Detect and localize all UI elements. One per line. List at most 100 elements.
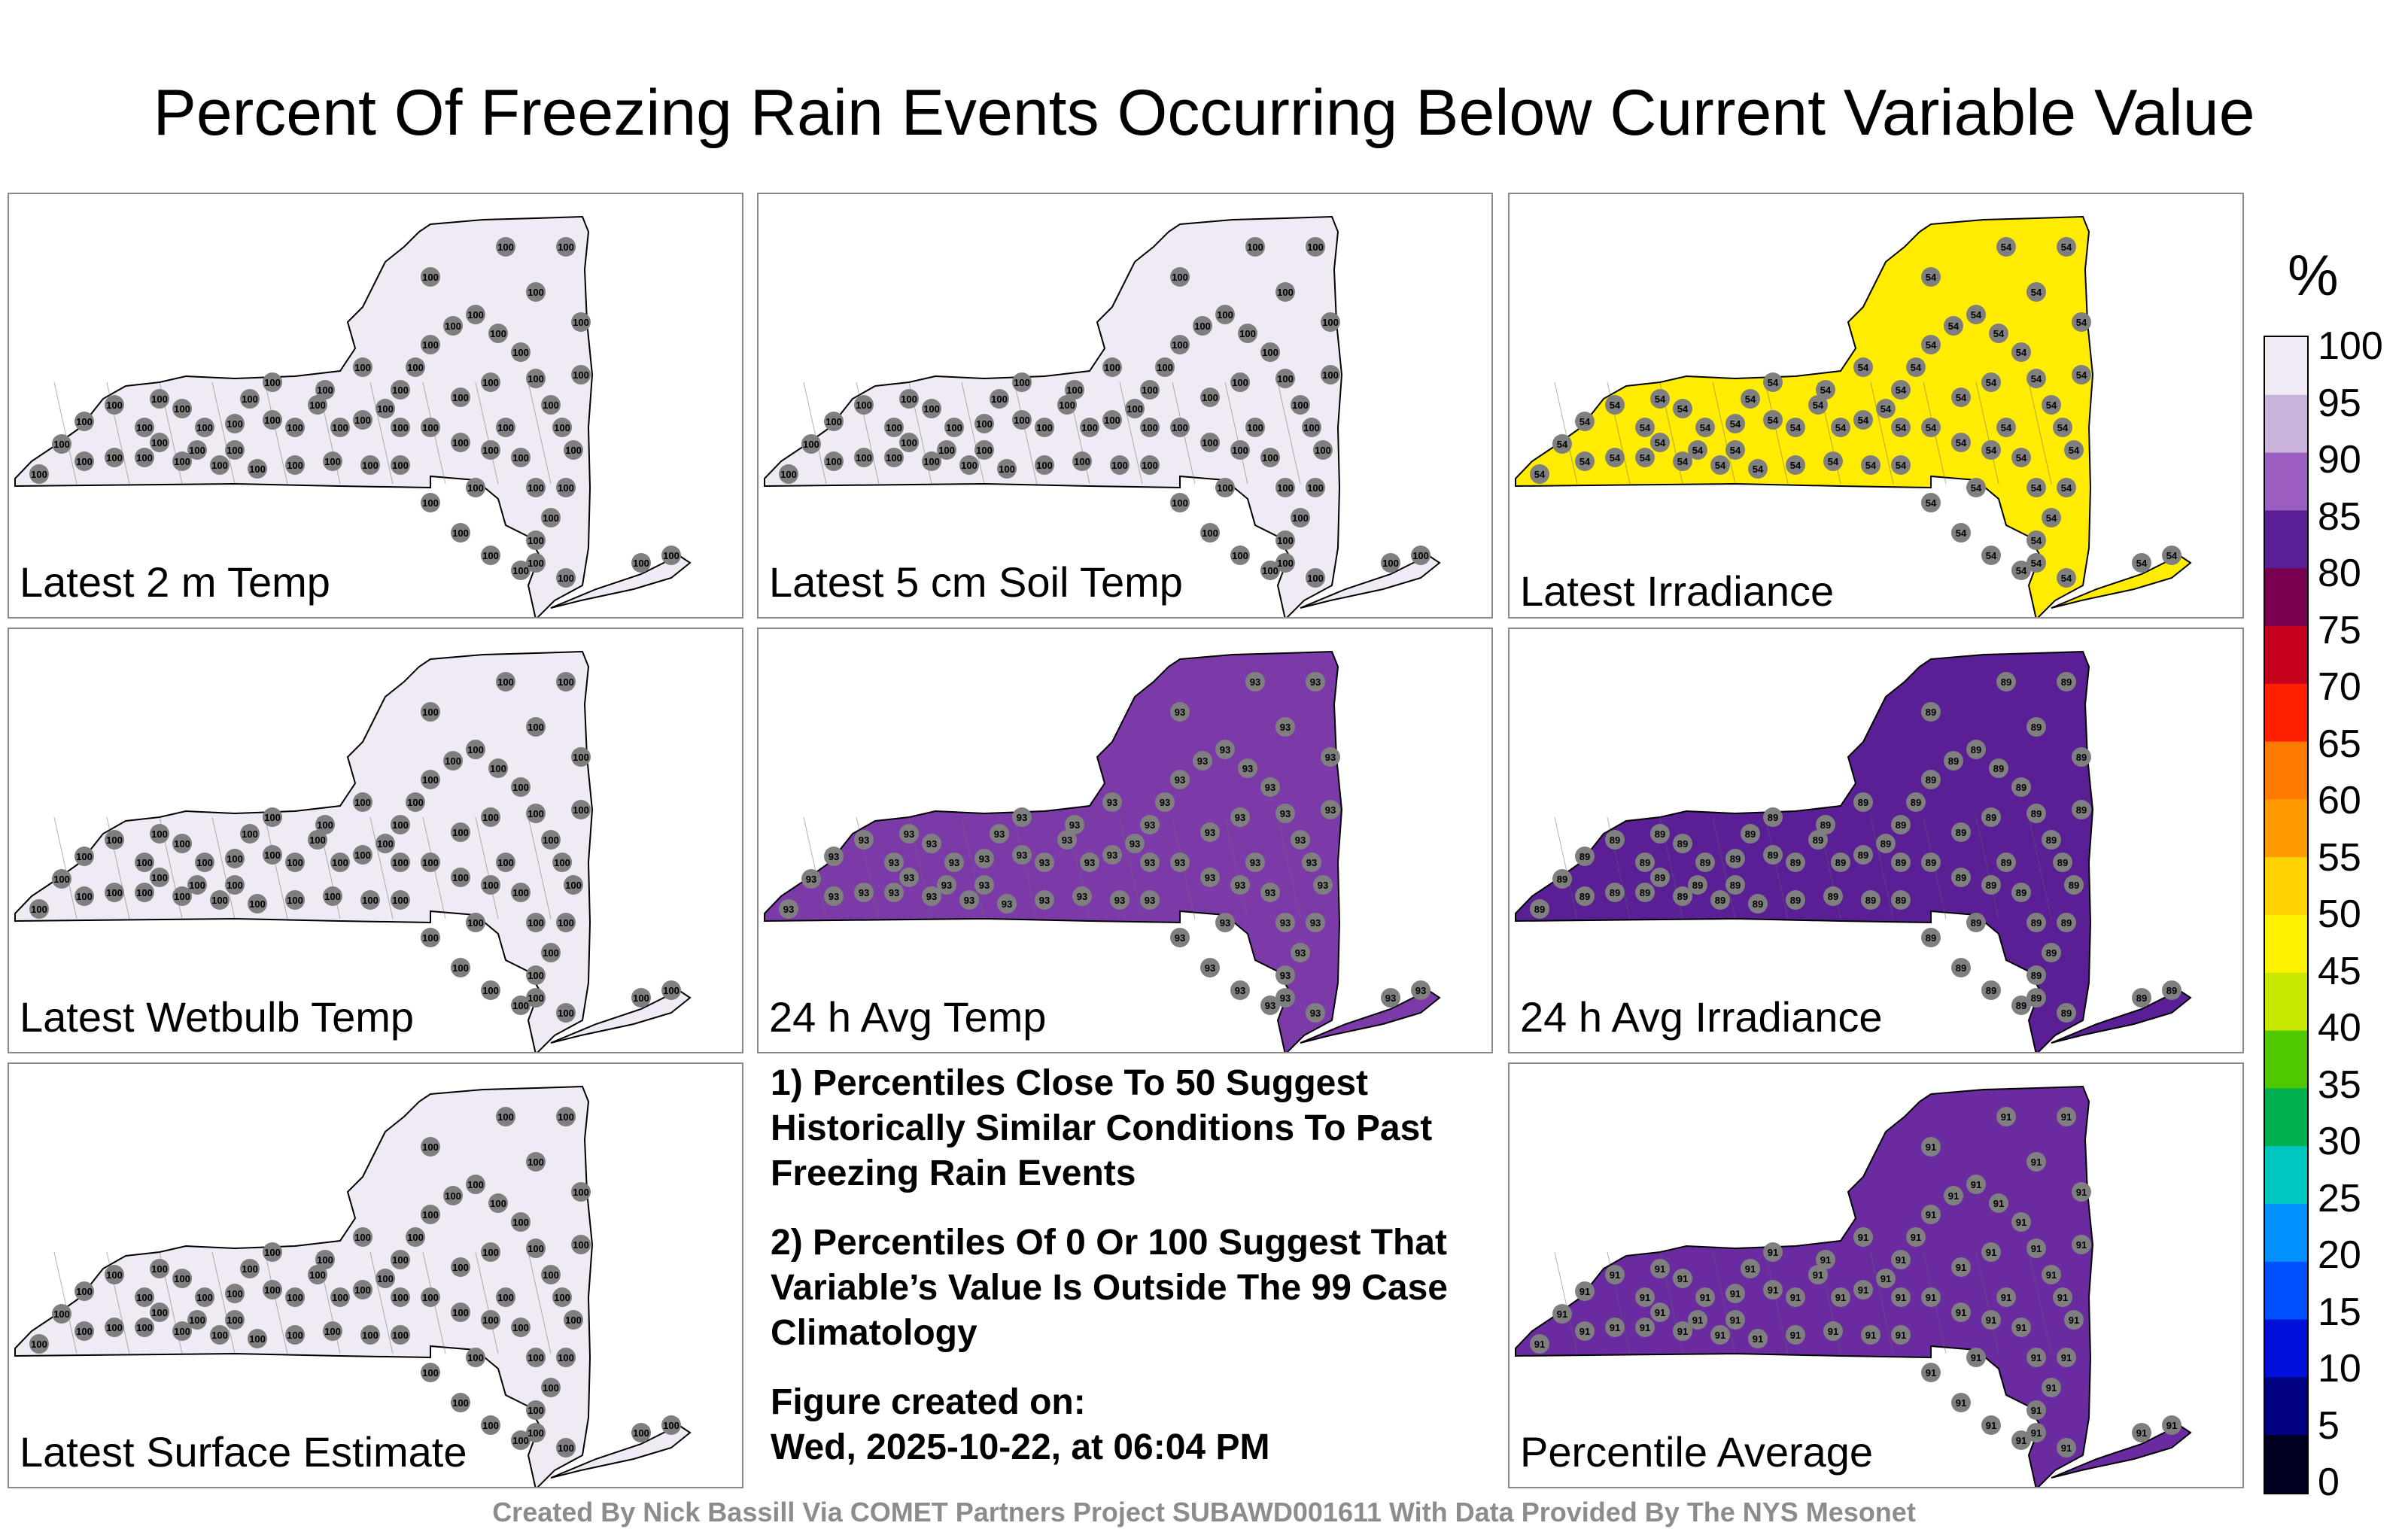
station-marker: [631, 1423, 651, 1442]
station-marker: [541, 943, 561, 962]
station-marker: [1170, 335, 1190, 354]
station-marker: [884, 853, 904, 872]
colorbar-segment: [2265, 1088, 2307, 1147]
station-value: 100: [573, 1239, 589, 1251]
station-marker: [1891, 890, 1911, 910]
station-value: 91: [2076, 1239, 2087, 1251]
station-marker: [2026, 965, 2046, 985]
station-marker: [552, 853, 572, 872]
station-value: 100: [558, 242, 574, 253]
station-marker: [2026, 1348, 2046, 1367]
station-marker: [2072, 1235, 2091, 1254]
station-marker: [1170, 702, 1190, 722]
station-value: 93: [1280, 917, 1291, 929]
station-marker: [2042, 508, 2061, 527]
station-marker: [526, 988, 546, 1008]
station-value: 100: [901, 437, 917, 448]
station-marker: [2042, 830, 2061, 850]
long-island-outline: [1300, 554, 1441, 609]
station-value: 91: [1880, 1273, 1891, 1284]
colorbar-segment: [2265, 452, 2307, 512]
colorbar-segment: [2265, 626, 2307, 685]
station-value: 100: [886, 422, 902, 433]
station-marker: [421, 853, 440, 872]
station-marker: [2132, 988, 2151, 1008]
station-value: 54: [1986, 377, 1997, 388]
station-marker: [2042, 1265, 2061, 1284]
station-marker: [1291, 943, 1310, 962]
station-marker: [526, 913, 546, 932]
station-marker: [1823, 1321, 1843, 1341]
station-value: 100: [249, 464, 266, 475]
station-marker: [1786, 890, 1805, 910]
station-marker: [2072, 747, 2091, 767]
colorbar-segment: [2265, 510, 2307, 570]
station-value: 100: [317, 819, 333, 831]
station-marker: [1853, 1280, 1873, 1299]
station-marker: [481, 875, 500, 895]
station-marker: [1861, 890, 1880, 910]
station-value: 100: [543, 1382, 559, 1394]
station-value: 100: [287, 1292, 303, 1303]
county-line: [211, 816, 236, 919]
station-value: 100: [264, 415, 281, 426]
station-value: 89: [1692, 880, 1703, 891]
station-value: 89: [1813, 834, 1823, 846]
station-value: 100: [227, 418, 243, 430]
station-value: 100: [422, 932, 439, 944]
created-label: Figure created on:: [771, 1382, 1086, 1422]
station-marker: [1035, 890, 1054, 910]
station-value: 91: [1610, 1322, 1620, 1333]
station-marker: [488, 1193, 508, 1213]
station-marker: [1823, 886, 1843, 906]
station-value: 100: [136, 1322, 153, 1333]
station-marker: [1306, 568, 1325, 588]
station-marker: [1996, 237, 2016, 257]
station-marker: [466, 305, 485, 324]
station-value: 100: [528, 558, 544, 569]
station-value: 100: [1292, 512, 1309, 524]
station-value: 100: [422, 339, 439, 351]
station-value: 91: [1579, 1326, 1590, 1337]
station-marker: [2057, 672, 2076, 692]
station-value: 100: [332, 1292, 348, 1303]
station-value: 100: [31, 469, 47, 480]
station-marker: [1200, 433, 1220, 452]
station-marker: [1786, 455, 1805, 475]
station-marker: [511, 1430, 531, 1450]
station-marker: [1306, 478, 1325, 497]
station-marker: [1072, 451, 1092, 471]
station-marker: [360, 1325, 380, 1345]
station-marker: [315, 815, 335, 834]
station-marker: [135, 883, 154, 902]
station-value: 54: [1640, 452, 1651, 464]
station-marker: [1605, 395, 1625, 415]
station-marker: [1996, 418, 2016, 437]
station-value: 100: [249, 898, 266, 910]
station-value: 100: [543, 512, 559, 524]
station-marker: [526, 1348, 546, 1367]
station-marker: [391, 853, 410, 872]
station-value: 91: [1986, 1247, 1996, 1258]
station-marker: [285, 1287, 305, 1307]
station-value: 91: [1640, 1292, 1650, 1303]
station-value: 100: [497, 242, 514, 253]
station-value: 100: [422, 422, 439, 433]
station-marker: [240, 824, 260, 843]
station-marker: [571, 747, 591, 767]
station-value: 93: [1107, 850, 1117, 861]
station-marker: [2011, 883, 2031, 902]
station-marker: [172, 1321, 192, 1341]
station-value: 100: [287, 857, 303, 868]
station-marker: [2026, 1423, 2046, 1442]
station-value: 91: [2076, 1187, 2087, 1198]
station-marker: [1688, 440, 1707, 460]
station-marker: [481, 980, 500, 1000]
station-marker: [1906, 792, 1926, 812]
station-value: 100: [362, 895, 379, 906]
station-value: 93: [964, 895, 974, 906]
station-marker: [937, 440, 956, 460]
colorbar-tick-label: 85: [2318, 494, 2361, 539]
station-marker: [854, 395, 874, 415]
station-marker: [105, 448, 124, 467]
